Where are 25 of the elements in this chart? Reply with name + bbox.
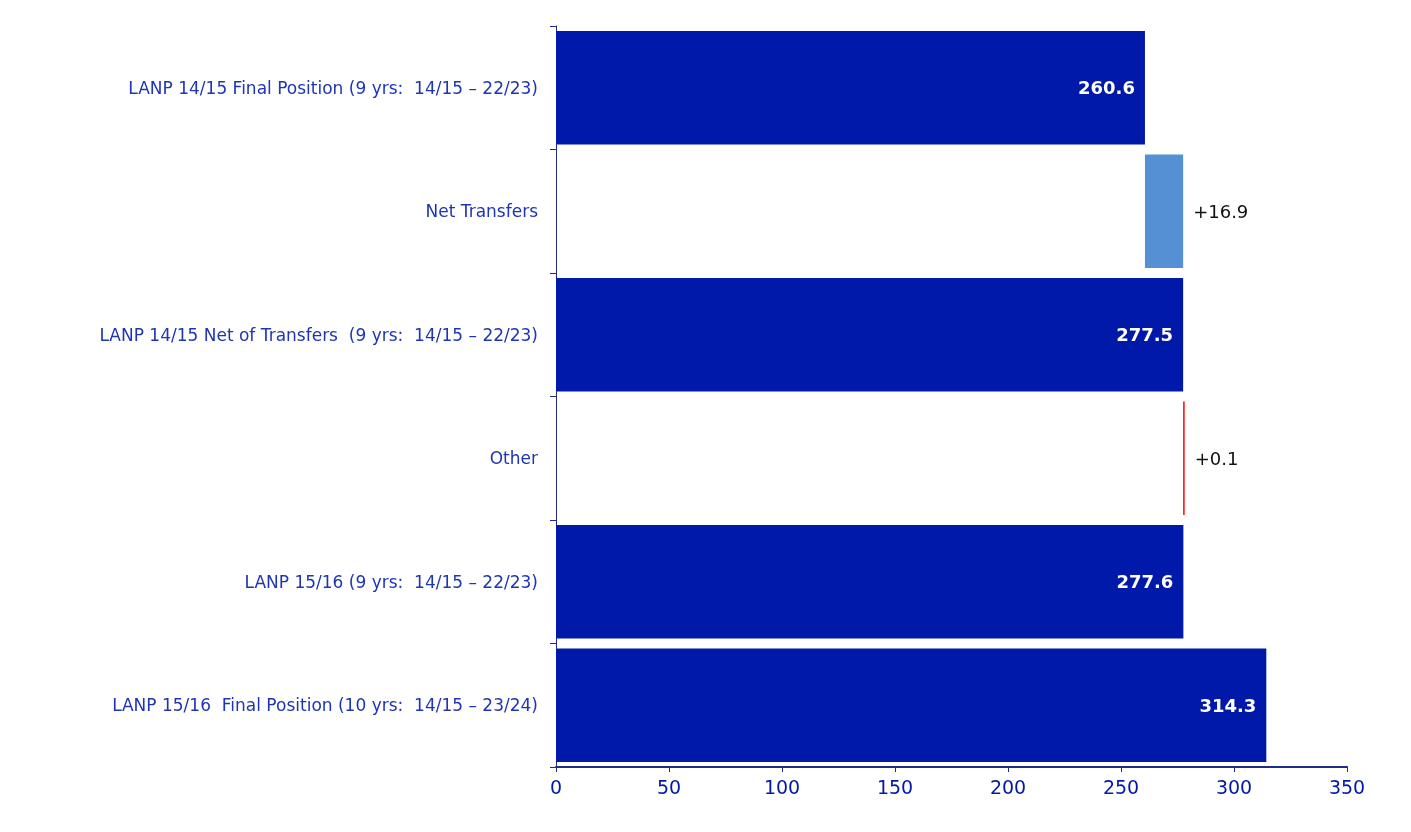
y-tick-label: Other — [489, 448, 538, 469]
x-tick-label: 150 — [876, 775, 914, 798]
y-tick-label: LANP 15/16 (9 yrs: 14/15 – 22/23) — [244, 571, 538, 592]
bar — [556, 648, 1267, 763]
y-tick-label: Net Transfers — [425, 201, 539, 222]
bar — [1144, 154, 1184, 269]
data-label: +16.9 — [1193, 200, 1249, 222]
x-tick-label: 350 — [1328, 775, 1366, 798]
y-tick-label: LANP 14/15 Final Position (9 yrs: 14/15 – 22/23) — [128, 77, 538, 98]
data-label: 277.5 — [1116, 324, 1174, 346]
data-label: 277.6 — [1116, 571, 1174, 593]
x-tick-label: 50 — [656, 775, 682, 798]
x-tick-label: 0 — [549, 775, 563, 798]
bar — [556, 30, 1145, 145]
x-tick-label: 300 — [1215, 775, 1253, 798]
x-tick-label: 200 — [989, 775, 1027, 798]
x-tick-label: 100 — [763, 775, 801, 798]
data-label: +0.1 — [1194, 447, 1239, 469]
data-label: 260.6 — [1078, 77, 1135, 99]
y-tick-label: LANP 15/16 Final Position (10 yrs: 14/15 – 23/24) — [112, 695, 538, 716]
x-tick-label: 250 — [1102, 775, 1140, 798]
bar — [556, 277, 1184, 392]
bar — [556, 524, 1184, 639]
data-label: 314.3 — [1199, 694, 1257, 716]
y-tick-label: LANP 14/15 Net of Transfers (9 yrs: 14/15 – 22/23) — [99, 324, 538, 345]
